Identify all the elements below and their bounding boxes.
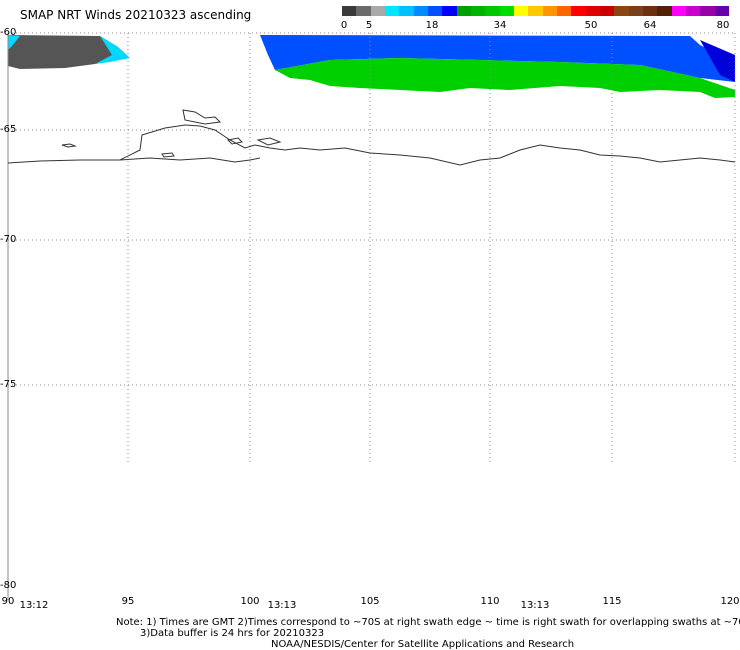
colorbar-segment [671, 6, 686, 16]
swath-moderate-far [700, 40, 735, 82]
colorbar-segment [485, 6, 500, 16]
island-c [256, 137, 282, 146]
colorbar-segment [542, 6, 557, 16]
lon-label-120: 120 [720, 596, 740, 607]
colorbar-label: 0 [340, 20, 348, 31]
colorbar-segment [700, 6, 715, 16]
colorbar-segment [571, 6, 586, 16]
colorbar-label: 5 [365, 20, 373, 31]
swath-calm-left [8, 35, 125, 69]
colorbar-segment [642, 6, 658, 16]
colorbar-segment [442, 6, 457, 16]
colorbar-segment [384, 6, 400, 16]
lon-label-110: 110 [480, 596, 500, 607]
lon-label-95: 95 [121, 596, 135, 607]
colorbar-segment [657, 6, 672, 16]
colorbar-segment [470, 6, 486, 16]
wind-speed-colorbar [342, 6, 729, 16]
colorbar-segment [370, 6, 385, 16]
colorbar-segment [342, 6, 357, 16]
time-label-3: 13:13 [520, 600, 550, 611]
colorbar-segment [599, 6, 615, 16]
island-b [61, 143, 77, 148]
lat-label-70: -70 [0, 234, 17, 245]
colorbar-segment [513, 6, 529, 16]
colorbar-label: 18 [425, 20, 439, 31]
colorbar-segment [685, 6, 701, 16]
swath-strong-right [275, 58, 735, 98]
lat-label-60: -60 [0, 27, 17, 38]
island-a [182, 109, 222, 125]
colorbar-segment [427, 6, 443, 16]
island-e [226, 137, 244, 145]
footnote-line2: 3)Data buffer is 24 hrs for 20210323 [140, 628, 325, 639]
colorbar-segment [714, 6, 729, 16]
lon-label-100: 100 [240, 596, 260, 607]
footnote-line1: Note: 1) Times are GMT 2)Times correspon… [116, 617, 740, 628]
time-label-2: 13:13 [267, 600, 297, 611]
swath-light-edge [95, 36, 130, 64]
colorbar-label: 50 [584, 20, 598, 31]
colorbar-segment [399, 6, 414, 16]
map-title: SMAP NRT Winds 20210323 ascending [20, 8, 252, 22]
colorbar-segment [556, 6, 572, 16]
island-d [161, 152, 175, 158]
time-label-1: 13:12 [19, 600, 49, 611]
map-frame [8, 33, 735, 463]
colorbar-segment [456, 6, 471, 16]
colorbar-label: 34 [493, 20, 507, 31]
lon-label-115: 115 [602, 596, 622, 607]
colorbar-label: 80 [716, 20, 730, 31]
coast-shelf [119, 157, 261, 163]
colorbar-segment [356, 6, 371, 16]
lat-label-80: -80 [0, 580, 17, 591]
colorbar-segment [614, 6, 629, 16]
colorbar-segment [585, 6, 600, 16]
lat-label-65: -65 [0, 124, 17, 135]
colorbar-segment [528, 6, 543, 16]
swath-light-left [8, 35, 20, 50]
credit-line: NOAA/NESDIS/Center for Satellite Applica… [271, 639, 575, 650]
colorbar-segment [499, 6, 514, 16]
lon-label-105: 105 [360, 596, 380, 607]
colorbar-segment [628, 6, 643, 16]
colorbar-segment [413, 6, 428, 16]
lon-label-90: 90 [1, 596, 15, 607]
colorbar-label: 64 [643, 20, 657, 31]
coastline [7, 124, 736, 166]
swath-moderate-right [260, 35, 735, 82]
lat-label-75: -75 [0, 379, 17, 390]
